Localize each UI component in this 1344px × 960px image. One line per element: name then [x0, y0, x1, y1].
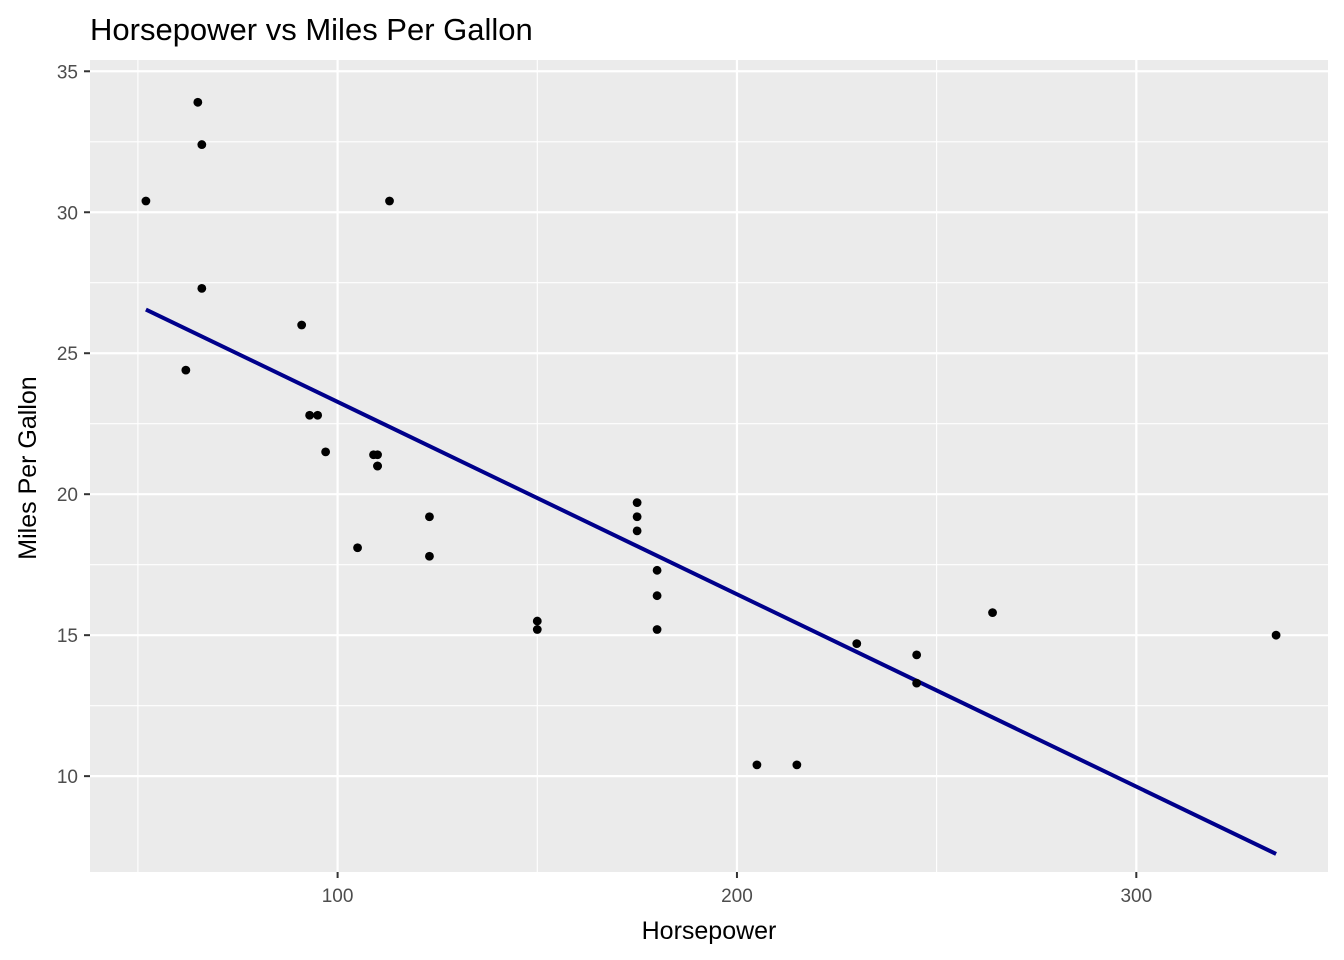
plot-panel: [90, 60, 1328, 872]
y-tick-label: 35: [57, 62, 78, 83]
trend-line: [145, 307, 1277, 856]
data-point: [305, 410, 315, 420]
data-point: [385, 196, 394, 206]
data-point: [752, 760, 762, 770]
data-point: [1271, 630, 1281, 640]
data-point: [425, 512, 434, 522]
data-point: [912, 678, 922, 688]
data-point: [425, 551, 434, 561]
data-point: [792, 760, 802, 770]
x-tick-label: 200: [721, 886, 753, 907]
y-axis-title: Miles Per Gallon: [14, 376, 42, 559]
chart-title: Horsepower vs Miles Per Gallon: [90, 12, 533, 47]
y-tick-label: 15: [57, 626, 78, 647]
data-point: [532, 625, 542, 634]
major-gridlines: [90, 60, 1328, 872]
y-tick-label: 20: [57, 485, 78, 506]
data-point: [193, 97, 203, 107]
data-point: [197, 140, 207, 149]
x-axis-title: Horsepower: [642, 917, 777, 945]
data-point: [181, 365, 191, 375]
data-points: [141, 97, 1281, 770]
data-point: [141, 196, 151, 206]
data-point: [652, 565, 662, 575]
y-tick-label: 10: [57, 767, 78, 788]
data-point: [632, 526, 642, 536]
data-point: [369, 450, 378, 460]
data-point: [313, 410, 323, 420]
data-point: [632, 512, 642, 522]
data-point: [852, 639, 862, 649]
data-point: [373, 461, 382, 471]
data-point: [912, 650, 922, 660]
data-point: [988, 608, 997, 618]
x-tick-label: 300: [1120, 886, 1152, 907]
data-point: [297, 320, 307, 330]
y-axis-ticks: 10 15 20 25 30 35: [57, 62, 90, 788]
data-point: [353, 543, 362, 553]
data-point: [652, 591, 662, 601]
x-axis-ticks: 100 200 300: [322, 872, 1152, 907]
data-point: [197, 283, 207, 293]
data-point: [532, 616, 542, 626]
data-point: [652, 625, 662, 634]
y-tick-label: 30: [57, 203, 78, 224]
x-tick-label: 100: [322, 886, 354, 907]
data-point: [632, 498, 642, 508]
minor-gridlines: [90, 60, 1328, 872]
y-tick-label: 25: [57, 344, 78, 365]
data-point: [321, 447, 331, 457]
